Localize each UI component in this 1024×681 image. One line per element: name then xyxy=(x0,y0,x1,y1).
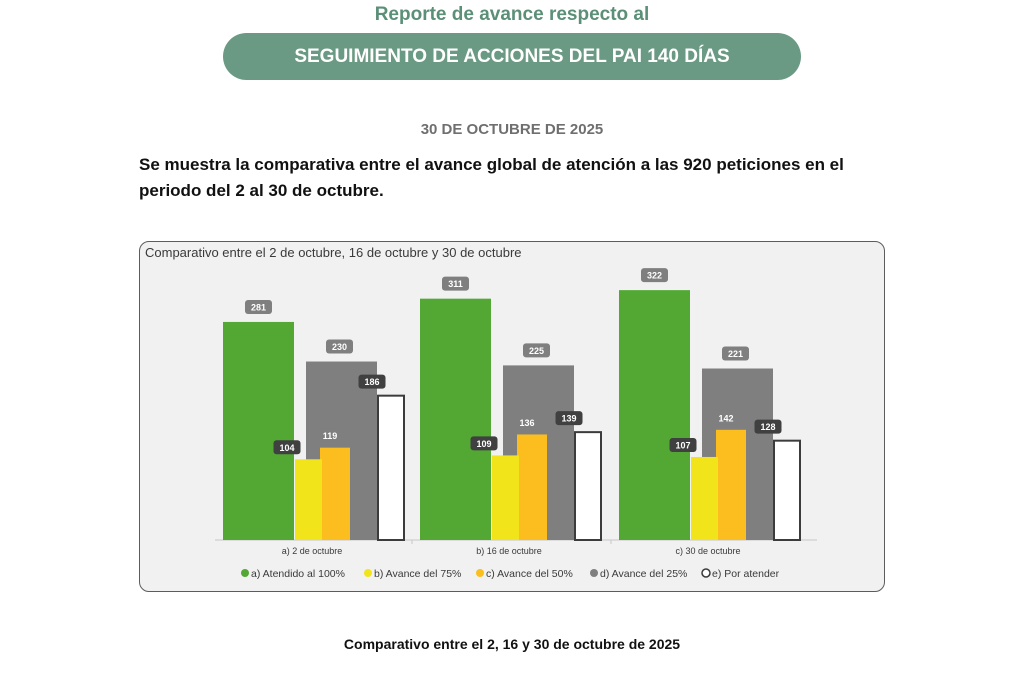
bar-avance75-3 xyxy=(691,456,718,540)
legend-marker-5 xyxy=(701,568,711,578)
label-avance25-2: 225 xyxy=(529,346,544,356)
label-avance50-2: 136 xyxy=(519,418,534,428)
label-atendido-2: 311 xyxy=(448,279,463,289)
label-por-atender-2-bg xyxy=(555,411,583,426)
legend-label-2: b) Avance del 75% xyxy=(374,568,461,580)
label-atendido-2-bg xyxy=(442,276,469,291)
report-date: 30 DE OCTUBRE DE 2025 xyxy=(420,121,604,138)
legend-label-3: c) Avance del 50% xyxy=(486,568,573,580)
chart-container: Comparativo entre el 2 de octubre, 16 de… xyxy=(139,241,885,592)
label-avance75-2: 109 xyxy=(476,439,491,449)
intro-text: Se muestra la comparativa entre el avanc… xyxy=(139,155,844,200)
label-avance75-3-bg xyxy=(669,437,697,452)
label-avance25-1: 230 xyxy=(332,342,347,352)
report-subtitle: Reporte de avance respecto al xyxy=(374,4,650,25)
legend-marker-4 xyxy=(590,569,598,577)
figure-caption: Comparativo entre el 2, 16 y 30 de octub… xyxy=(343,636,681,652)
bar-avance75-1 xyxy=(295,459,322,540)
category-label-3: c) 30 de octubre xyxy=(675,546,740,556)
label-atendido-1-bg xyxy=(245,299,272,314)
bar-avance50-1 xyxy=(320,447,350,540)
category-label-2: b) 16 de octubre xyxy=(476,546,542,556)
legend-marker-3 xyxy=(476,569,484,577)
label-avance75-3: 107 xyxy=(675,440,690,450)
bar-avance50-3 xyxy=(716,429,746,540)
label-avance50-3-bg xyxy=(712,410,740,425)
legend-label-1: a) Atendido al 100% xyxy=(251,568,345,580)
label-avance25-1-bg xyxy=(326,339,353,354)
chart-title: Comparativo entre el 2 de octubre, 16 de… xyxy=(145,245,522,260)
legend-label-5: e) Por atender xyxy=(712,568,780,580)
label-avance50-2-bg xyxy=(513,415,541,430)
label-avance50-1: 119 xyxy=(323,431,338,441)
label-por-atender-1-bg xyxy=(358,374,386,389)
bar-chart: Comparativo entre el 2 de octubre, 16 de… xyxy=(145,245,817,580)
category-label-1: a) 2 de octubre xyxy=(282,546,343,556)
label-por-atender-3: 128 xyxy=(760,422,775,432)
label-por-atender-3-bg xyxy=(754,419,782,434)
bar-por-atender-3 xyxy=(773,439,801,541)
legend-marker-1 xyxy=(241,569,249,577)
label-avance75-1-bg xyxy=(273,440,301,455)
label-avance25-2-bg xyxy=(523,343,550,358)
label-avance25-3: 221 xyxy=(728,349,743,359)
bar-avance50-2 xyxy=(517,434,547,540)
label-avance75-1: 104 xyxy=(279,443,294,453)
bar-atendido-2 xyxy=(420,298,491,540)
label-avance75-2-bg xyxy=(470,436,498,451)
bar-por-atender-2 xyxy=(574,431,602,541)
bar-atendido-1 xyxy=(223,321,294,540)
label-atendido-3: 322 xyxy=(647,271,662,281)
label-avance50-1-bg xyxy=(316,428,344,443)
legend-marker-2 xyxy=(364,569,372,577)
label-avance25-3-bg xyxy=(722,346,749,361)
bar-atendido-3 xyxy=(619,290,690,540)
legend-label-4: d) Avance del 25% xyxy=(600,568,687,580)
label-por-atender-1: 186 xyxy=(364,377,379,387)
label-atendido-3-bg xyxy=(641,268,668,283)
label-por-atender-2: 139 xyxy=(561,414,576,424)
label-avance50-3: 142 xyxy=(718,413,733,423)
report-banner: SEGUIMIENTO DE ACCIONES DEL PAI 140 DÍAS xyxy=(223,33,801,80)
bar-por-atender-1 xyxy=(377,394,405,541)
bar-avance75-2 xyxy=(492,455,519,540)
label-atendido-1: 281 xyxy=(251,302,266,312)
